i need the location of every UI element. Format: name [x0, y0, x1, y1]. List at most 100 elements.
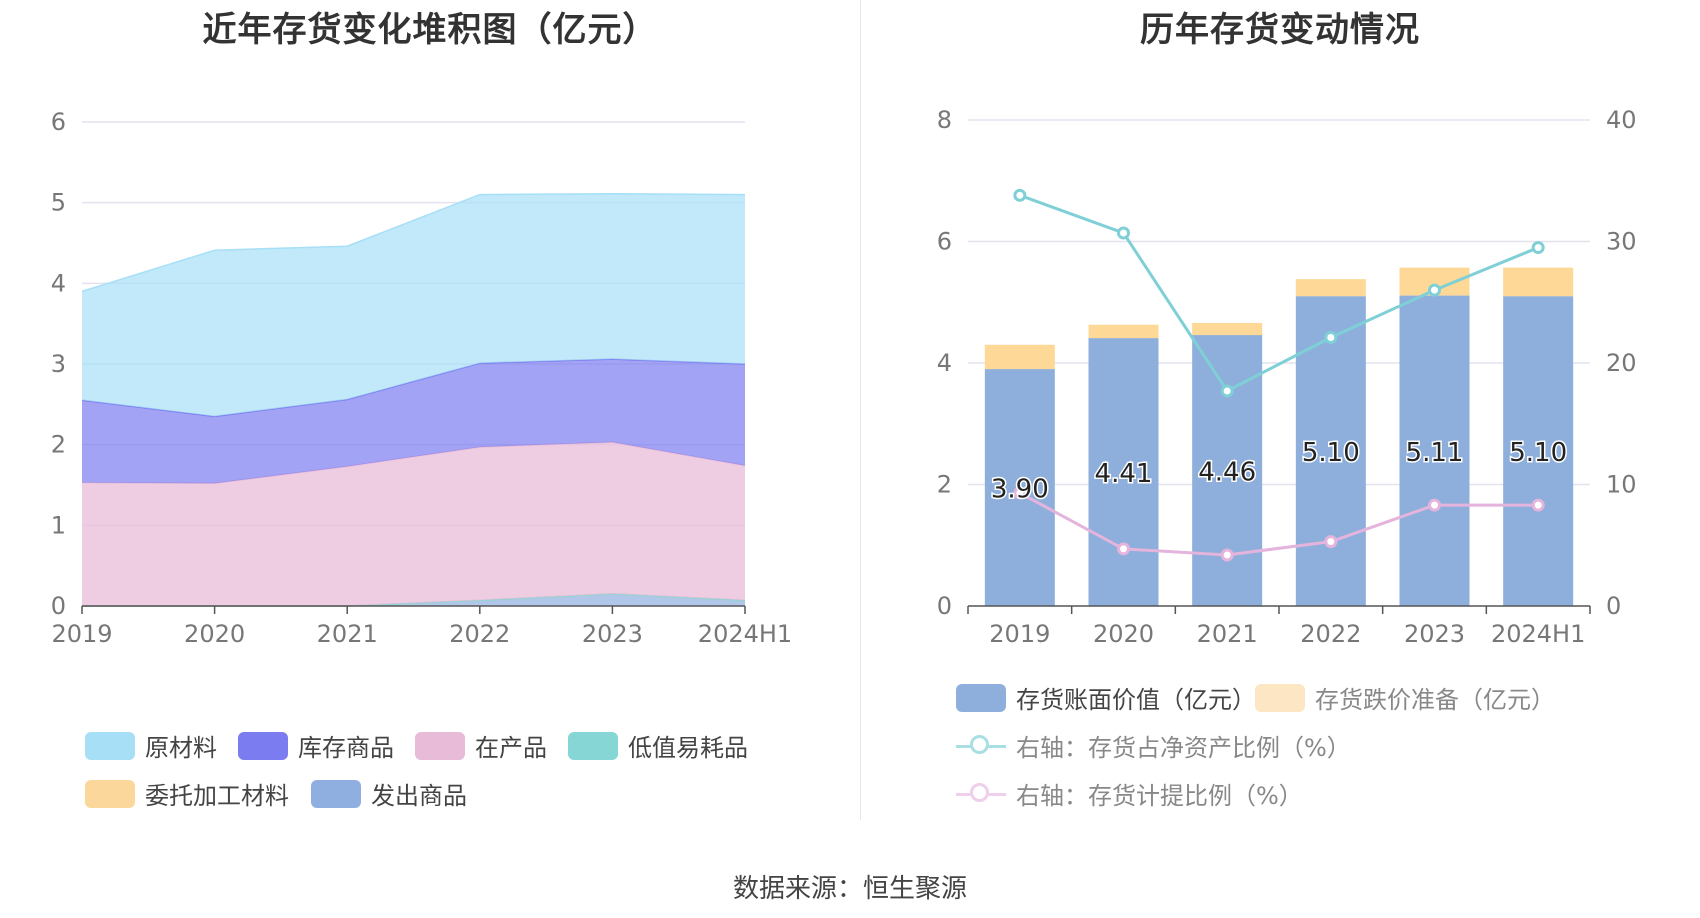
legend-line-swatch: [956, 780, 1006, 808]
line-point: [1531, 241, 1545, 255]
y-tick-label: 1: [51, 511, 66, 539]
line-0: [1019, 193, 1539, 393]
area-edge-原材料: [81, 193, 746, 293]
x-tick-label: 2021: [317, 620, 378, 648]
bar-book-value: [1088, 338, 1159, 606]
x-tick-label: 2023: [1404, 620, 1465, 648]
legend-label: 原材料: [145, 734, 217, 762]
legend-item[interactable]: 右轴：存货占净资产比例（%）: [956, 728, 1351, 763]
legend-swatch: [85, 779, 135, 808]
right-chart-title: 历年存货变动情况: [1140, 10, 1420, 50]
x-tick-label: 2019: [51, 620, 112, 648]
y2-tick-label: 0: [1606, 592, 1621, 620]
x-tick-label: 2022: [1300, 620, 1361, 648]
bar-book-value: [1503, 296, 1574, 606]
legend-swatch: [568, 731, 618, 760]
y2-tick-label: 40: [1606, 106, 1637, 134]
y-tick-label: 6: [51, 108, 66, 136]
right-chart-panel: 历年存货变动情况 0 2 4 6 8 0 10 20 30 40 2019 2020 2021 2022 2…: [860, 0, 1700, 918]
line-point: [1220, 548, 1234, 562]
y-tick-label: 0: [51, 592, 66, 620]
legend-item[interactable]: 存货跌价准备（亿元）: [1255, 680, 1555, 715]
bar-value-label: 4.41: [1095, 459, 1153, 489]
panel-divider: [860, 0, 861, 820]
y2-tick-label: 10: [1606, 471, 1637, 499]
legend-item[interactable]: 发出商品: [311, 776, 467, 811]
line-point: [1013, 188, 1027, 202]
bar-value-label: 5.11: [1406, 438, 1464, 468]
line-point: [1117, 226, 1130, 240]
y2-tick-label: 30: [1606, 228, 1637, 256]
legend-swatch: [415, 731, 465, 760]
legend-swatch: [1255, 683, 1305, 712]
legend-label: 存货跌价准备（亿元）: [1315, 686, 1555, 714]
bar-value-label: 5.10: [1302, 438, 1360, 468]
x-tick-label: 2022: [449, 620, 510, 648]
area-发出商品: [82, 593, 745, 606]
bar-value-label: 5.10: [1509, 438, 1567, 468]
y2-tick-label: 20: [1606, 349, 1637, 377]
legend-label: 发出商品: [371, 782, 467, 810]
legend-item[interactable]: 低值易耗品: [568, 728, 748, 763]
bar-value-label: 3.90: [991, 475, 1049, 505]
legend-label: 委托加工材料: [145, 782, 289, 810]
area-库存商品: [82, 359, 745, 484]
line-point: [1428, 283, 1441, 297]
line-1: [1019, 491, 1539, 557]
legend-label: 在产品: [475, 734, 547, 762]
data-source-note: 数据来源：恒生聚源: [732, 874, 967, 904]
legend-item[interactable]: 原材料: [85, 728, 217, 763]
bar-line-chart: 0 2 4 6 8 0 10 20 30 40 2019 2020 2021 2022 2023 2024H1…: [937, 106, 1637, 648]
y-tick-label: 4: [937, 349, 952, 377]
x-tick-label: 2024H1: [698, 620, 792, 648]
area-edge-在产品: [81, 441, 746, 485]
legend-label: 右轴：存货占净资产比例（%）: [1016, 734, 1351, 762]
y-tick-label: 3: [51, 350, 66, 378]
legend-swatch: [238, 731, 288, 760]
stacked-area-chart: 0 1 2 3 4 5 6 2019 2020 2021 2022 2023 2024H1: [51, 108, 792, 648]
left-chart-title: 近年存货变化堆积图（亿元）: [202, 10, 658, 50]
legend-item[interactable]: 在产品: [415, 728, 547, 763]
bar-impairment: [1295, 279, 1366, 297]
legend-item[interactable]: 存货账面价值（亿元）: [956, 680, 1256, 715]
y-tick-label: 5: [51, 189, 66, 217]
y-tick-label: 2: [937, 471, 952, 499]
legend-label: 低值易耗品: [628, 734, 748, 762]
legend-label: 右轴：存货计提比例（%）: [1016, 782, 1303, 810]
legend-marker: [970, 734, 989, 754]
x-tick-label: 2024H1: [1491, 620, 1585, 648]
y-tick-label: 8: [937, 106, 952, 134]
y-tick-label: 4: [51, 269, 66, 297]
bar-impairment: [1088, 324, 1159, 339]
bar-impairment: [1192, 322, 1263, 336]
bar-book-value: [1399, 295, 1470, 606]
legend-marker: [970, 782, 989, 802]
y-tick-label: 6: [937, 228, 952, 256]
legend-swatch: [85, 731, 135, 760]
bar-impairment: [984, 344, 1055, 370]
x-tick-label: 2020: [1093, 620, 1154, 648]
legend-label: 存货账面价值（亿元）: [1016, 686, 1256, 714]
x-tick-label: 2020: [184, 620, 245, 648]
legend-label: 库存商品: [298, 734, 394, 762]
bar-value-label: 4.46: [1198, 458, 1256, 488]
x-tick-label: 2023: [582, 620, 643, 648]
legend-item[interactable]: 委托加工材料: [85, 776, 289, 811]
line-point: [1220, 384, 1234, 398]
y-tick-label: 0: [937, 592, 952, 620]
left-chart-panel: 近年存货变化堆积图（亿元） 0 1 2 3 4 5 6 2019 2020 2021 2022 202…: [51, 10, 792, 811]
legend-swatch: [956, 683, 1006, 712]
legend-item[interactable]: 右轴：存货计提比例（%）: [956, 776, 1303, 811]
bar-book-value: [1295, 296, 1366, 606]
area-在产品: [82, 442, 745, 606]
line-point: [1117, 542, 1130, 556]
line-point: [1013, 486, 1027, 500]
line-point: [1531, 498, 1545, 512]
legend-item[interactable]: 库存商品: [238, 728, 394, 763]
line-point: [1324, 535, 1338, 549]
x-tick-label: 2021: [1197, 620, 1258, 648]
legend-line-swatch: [956, 732, 1006, 760]
y-tick-label: 2: [51, 431, 66, 459]
x-tick-label: 2019: [989, 620, 1050, 648]
line-point: [1428, 498, 1441, 512]
